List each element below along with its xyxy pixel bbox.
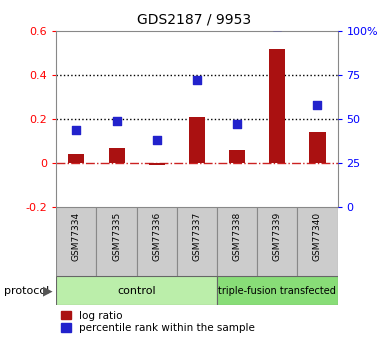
Bar [229,150,245,163]
Bar [149,163,165,165]
Bar [189,117,205,163]
Bar [297,207,338,276]
Point [194,78,200,83]
Bar [217,276,338,305]
Text: GSM77336: GSM77336 [152,212,161,261]
Legend: log ratio, percentile rank within the sample: log ratio, percentile rank within the sa… [61,310,255,333]
Bar [56,276,217,305]
Point [154,137,160,143]
Point [234,121,240,127]
Bar [68,154,85,163]
Bar [137,207,177,276]
Text: GSM77334: GSM77334 [72,212,81,261]
Bar [177,207,217,276]
Bar [97,207,137,276]
Text: protocol: protocol [4,286,49,296]
Text: ▶: ▶ [43,284,52,297]
Text: GDS2187 / 9953: GDS2187 / 9953 [137,12,251,26]
Point [113,118,120,124]
Text: triple-fusion transfected: triple-fusion transfected [218,286,336,296]
Point [274,23,281,29]
Text: control: control [117,286,156,296]
Bar [269,49,285,163]
Text: GSM77335: GSM77335 [112,212,121,261]
Point [73,127,80,132]
Text: GSM77337: GSM77337 [192,212,201,261]
Text: GSM77338: GSM77338 [232,212,242,261]
Text: GSM77339: GSM77339 [273,212,282,261]
Bar [257,207,297,276]
Bar [109,148,125,163]
Point [314,102,320,108]
Bar [309,132,326,163]
Bar [217,207,257,276]
Bar [56,207,97,276]
Text: GSM77340: GSM77340 [313,212,322,261]
